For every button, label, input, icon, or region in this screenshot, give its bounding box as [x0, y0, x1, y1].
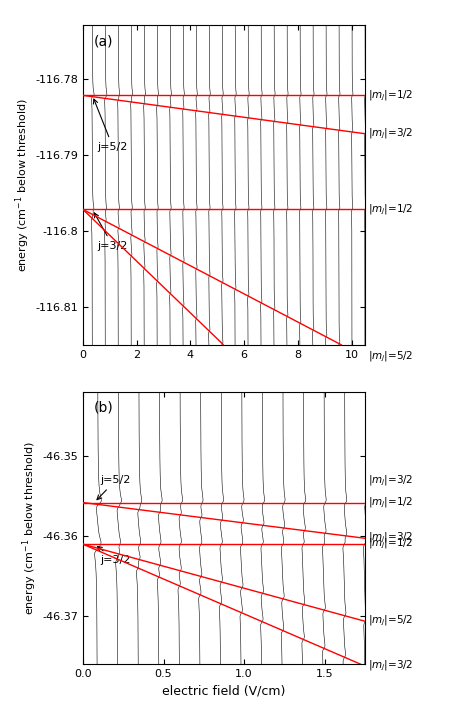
- Text: (a): (a): [94, 35, 114, 49]
- Text: $|m_j|$=5/2: $|m_j|$=5/2: [368, 350, 413, 364]
- Y-axis label: energy (cm$^{-1}$ below threshold): energy (cm$^{-1}$ below threshold): [14, 98, 32, 272]
- X-axis label: electric field (V/cm): electric field (V/cm): [162, 685, 286, 698]
- Text: j=5/2: j=5/2: [97, 475, 131, 499]
- Text: j=3/2: j=3/2: [94, 213, 128, 251]
- Text: $|m_j|$=3/2: $|m_j|$=3/2: [368, 659, 413, 673]
- Text: $|m_j|$=3/2: $|m_j|$=3/2: [368, 531, 413, 545]
- Text: (b): (b): [94, 400, 114, 415]
- Y-axis label: energy (cm$^{-1}$ below threshold): energy (cm$^{-1}$ below threshold): [21, 441, 39, 615]
- Text: $|m_j|$=1/2: $|m_j|$=1/2: [368, 537, 413, 551]
- Text: j=5/2: j=5/2: [93, 99, 128, 152]
- Text: $|m_j|$=3/2: $|m_j|$=3/2: [368, 126, 413, 141]
- Text: $|m_j|$=1/2: $|m_j|$=1/2: [368, 495, 413, 510]
- Text: $|m_j|$=3/2: $|m_j|$=3/2: [368, 474, 413, 488]
- Text: $|m_j|$=1/2: $|m_j|$=1/2: [368, 203, 413, 216]
- Text: j=3/2: j=3/2: [98, 547, 131, 566]
- Text: $|m_j|$=5/2: $|m_j|$=5/2: [368, 614, 413, 629]
- Text: $|m_j|$=1/2: $|m_j|$=1/2: [368, 88, 413, 102]
